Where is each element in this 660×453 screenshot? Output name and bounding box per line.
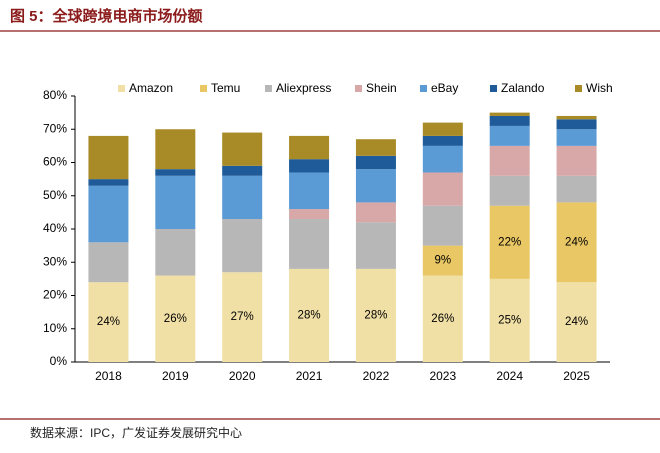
- bar-segment: [422, 205, 463, 246]
- x-tick-label: 2019: [162, 369, 189, 383]
- data-label: 28%: [364, 309, 387, 321]
- legend-swatch: [265, 85, 272, 92]
- y-tick-label: 80%: [43, 88, 67, 102]
- bar-segment: [88, 179, 129, 186]
- data-label: 28%: [298, 309, 321, 321]
- y-tick-label: 0%: [50, 354, 68, 368]
- bar-segment: [222, 175, 263, 220]
- legend-label: Aliexpress: [276, 81, 331, 95]
- legend-label: Shein: [366, 81, 397, 95]
- data-label: 24%: [565, 316, 588, 328]
- data-label: 22%: [498, 236, 521, 248]
- bar-segment: [422, 145, 463, 173]
- bar-segment: [289, 268, 330, 362]
- chart-title: 图 5：全球跨境电商市场份额: [10, 7, 203, 25]
- bar-segment: [556, 145, 597, 176]
- legend-swatch: [420, 85, 427, 92]
- legend-label: Wish: [586, 81, 613, 95]
- bar-segment: [489, 278, 530, 362]
- data-label: 24%: [97, 316, 120, 328]
- data-label: 9%: [435, 255, 452, 267]
- data-label: 27%: [231, 311, 254, 323]
- bar-segment: [155, 129, 196, 170]
- bar-segment: [355, 169, 396, 203]
- legend-swatch: [575, 85, 582, 92]
- bar-segment: [355, 139, 396, 156]
- x-tick-label: 2025: [563, 369, 590, 383]
- y-tick-label: 60%: [43, 155, 67, 169]
- legend-label: eBay: [431, 81, 458, 95]
- bar-segment: [489, 175, 530, 206]
- bar-segment: [222, 165, 263, 176]
- bar-segment: [556, 115, 597, 120]
- bar-segment: [422, 172, 463, 206]
- bar-segment: [88, 185, 129, 243]
- bar-segment: [422, 275, 463, 362]
- x-tick-label: 2020: [229, 369, 256, 383]
- bar-segment: [556, 119, 597, 130]
- bar-segment: [289, 209, 330, 220]
- bar-segment: [422, 135, 463, 146]
- data-label: 26%: [431, 313, 454, 325]
- legend-swatch: [490, 85, 497, 92]
- bar-segment: [422, 122, 463, 136]
- x-tick-label: 2022: [363, 369, 390, 383]
- bar-segment: [489, 112, 530, 116]
- legend-label: Temu: [211, 81, 240, 95]
- bar-segment: [222, 272, 263, 362]
- bar-segment: [355, 268, 396, 362]
- bar-segment: [88, 135, 129, 180]
- bar-segment: [355, 202, 396, 223]
- bar-segment: [155, 229, 196, 276]
- bar-segment: [222, 219, 263, 273]
- bar-segment: [155, 169, 196, 176]
- x-tick-label: 2024: [496, 369, 523, 383]
- legend-swatch: [355, 85, 362, 92]
- bar-segment: [155, 175, 196, 229]
- bar-segment: [88, 282, 129, 362]
- y-tick-label: 30%: [43, 254, 67, 268]
- legend-swatch: [118, 85, 125, 92]
- y-tick-label: 10%: [43, 321, 67, 335]
- bar-segment: [489, 205, 530, 279]
- legend-label: Zalando: [501, 81, 545, 95]
- data-label: 26%: [164, 313, 187, 325]
- source: 数据来源：IPC，广发证券发展研究中心: [30, 425, 242, 440]
- bar-segment: [155, 275, 196, 362]
- data-label: 24%: [565, 236, 588, 248]
- bar-segment: [355, 222, 396, 269]
- x-tick-label: 2018: [95, 369, 122, 383]
- y-tick-label: 20%: [43, 288, 67, 302]
- y-tick-label: 70%: [43, 121, 67, 135]
- legend-label: Amazon: [129, 81, 173, 95]
- data-label: 25%: [498, 314, 521, 326]
- bar-segment: [489, 145, 530, 176]
- bar-segment: [556, 202, 597, 283]
- bar-segment: [289, 172, 330, 210]
- bar-segment: [489, 125, 530, 146]
- bar-segment: [222, 132, 263, 166]
- bar-segment: [88, 242, 129, 283]
- y-tick-label: 40%: [43, 221, 67, 235]
- bar-segment: [422, 245, 463, 276]
- bar-segment: [289, 135, 330, 160]
- bar-segment: [355, 155, 396, 170]
- x-tick-label: 2021: [296, 369, 323, 383]
- bar-segment: [289, 219, 330, 269]
- y-tick-label: 50%: [43, 188, 67, 202]
- bar-segment: [556, 282, 597, 362]
- bar-segment: [489, 115, 530, 126]
- legend-swatch: [200, 85, 207, 92]
- x-tick-label: 2023: [429, 369, 456, 383]
- bar-segment: [289, 159, 330, 173]
- bar-segment: [556, 129, 597, 146]
- bar-segment: [556, 175, 597, 203]
